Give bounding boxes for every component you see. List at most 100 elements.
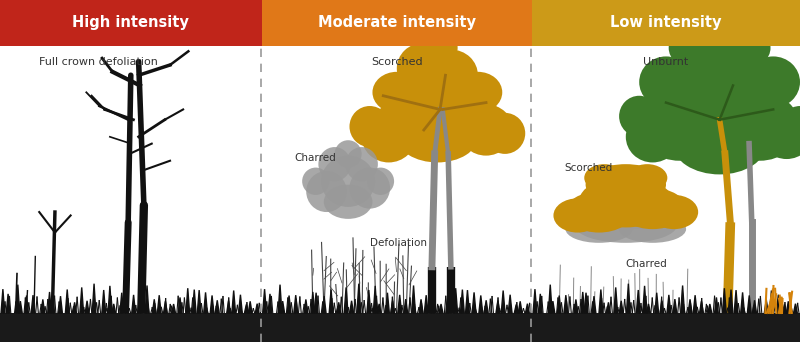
Ellipse shape — [373, 72, 421, 113]
Polygon shape — [262, 289, 266, 313]
Text: Charred: Charred — [294, 153, 336, 163]
Polygon shape — [204, 292, 207, 313]
Polygon shape — [311, 292, 314, 313]
Ellipse shape — [619, 215, 686, 243]
Ellipse shape — [572, 209, 679, 229]
Polygon shape — [112, 304, 115, 313]
Ellipse shape — [321, 156, 375, 207]
Polygon shape — [412, 286, 415, 313]
Polygon shape — [25, 295, 28, 313]
Polygon shape — [526, 304, 530, 313]
Polygon shape — [210, 295, 214, 313]
Text: Charred: Charred — [626, 259, 667, 269]
Polygon shape — [636, 290, 640, 313]
Polygon shape — [764, 301, 768, 313]
Polygon shape — [699, 301, 703, 313]
Polygon shape — [782, 304, 786, 313]
Ellipse shape — [673, 38, 740, 99]
Ellipse shape — [666, 67, 773, 152]
Polygon shape — [614, 287, 618, 313]
Polygon shape — [31, 295, 35, 313]
Polygon shape — [461, 290, 464, 313]
Ellipse shape — [626, 111, 679, 162]
Ellipse shape — [362, 111, 416, 162]
Polygon shape — [6, 294, 10, 313]
Ellipse shape — [454, 72, 502, 113]
Ellipse shape — [324, 185, 373, 219]
Polygon shape — [551, 301, 554, 313]
Ellipse shape — [760, 108, 800, 159]
Polygon shape — [193, 290, 196, 313]
Polygon shape — [186, 288, 190, 313]
Ellipse shape — [306, 171, 346, 212]
Polygon shape — [592, 296, 596, 313]
Polygon shape — [92, 284, 96, 313]
Polygon shape — [430, 301, 434, 313]
Polygon shape — [337, 302, 341, 313]
Text: Scorched: Scorched — [371, 56, 422, 67]
FancyBboxPatch shape — [0, 0, 262, 46]
Ellipse shape — [485, 113, 526, 154]
Polygon shape — [322, 296, 326, 313]
Polygon shape — [564, 295, 568, 313]
Polygon shape — [86, 301, 89, 313]
Polygon shape — [163, 301, 167, 313]
Polygon shape — [16, 285, 20, 313]
FancyBboxPatch shape — [262, 313, 532, 342]
Polygon shape — [66, 289, 69, 313]
Polygon shape — [688, 299, 692, 313]
Polygon shape — [496, 301, 500, 313]
Polygon shape — [619, 301, 623, 313]
Ellipse shape — [302, 168, 330, 195]
Polygon shape — [158, 295, 161, 313]
Polygon shape — [753, 300, 757, 313]
Polygon shape — [454, 288, 458, 313]
Polygon shape — [584, 293, 588, 313]
Polygon shape — [58, 296, 62, 313]
Ellipse shape — [318, 147, 351, 181]
Ellipse shape — [619, 96, 659, 137]
Ellipse shape — [397, 43, 451, 94]
Polygon shape — [294, 295, 298, 313]
FancyBboxPatch shape — [0, 313, 262, 342]
Polygon shape — [132, 295, 135, 313]
Polygon shape — [145, 286, 149, 313]
Ellipse shape — [669, 27, 717, 68]
Polygon shape — [479, 295, 482, 313]
Ellipse shape — [350, 168, 390, 209]
Ellipse shape — [575, 209, 677, 243]
Polygon shape — [304, 300, 308, 313]
Polygon shape — [599, 289, 602, 313]
Polygon shape — [446, 298, 450, 313]
Polygon shape — [734, 290, 738, 313]
Polygon shape — [226, 301, 230, 313]
Polygon shape — [386, 293, 390, 313]
Ellipse shape — [719, 92, 800, 161]
Polygon shape — [314, 293, 318, 313]
Ellipse shape — [650, 195, 698, 229]
Polygon shape — [673, 299, 677, 313]
Ellipse shape — [377, 92, 444, 154]
Polygon shape — [138, 299, 142, 313]
Polygon shape — [548, 285, 552, 313]
Ellipse shape — [619, 188, 686, 229]
Polygon shape — [344, 287, 348, 313]
Polygon shape — [722, 288, 726, 313]
Ellipse shape — [397, 111, 478, 162]
Polygon shape — [215, 300, 219, 313]
Polygon shape — [120, 293, 123, 313]
Polygon shape — [232, 290, 235, 313]
Ellipse shape — [746, 56, 800, 108]
Polygon shape — [606, 302, 610, 313]
Ellipse shape — [566, 215, 633, 243]
Polygon shape — [198, 290, 201, 313]
Text: Scorched: Scorched — [564, 163, 613, 173]
Polygon shape — [655, 293, 658, 313]
Polygon shape — [398, 295, 402, 313]
Polygon shape — [729, 290, 733, 313]
Polygon shape — [574, 300, 578, 313]
Ellipse shape — [350, 106, 390, 147]
Polygon shape — [238, 295, 242, 313]
Polygon shape — [484, 300, 488, 313]
Ellipse shape — [673, 113, 766, 174]
